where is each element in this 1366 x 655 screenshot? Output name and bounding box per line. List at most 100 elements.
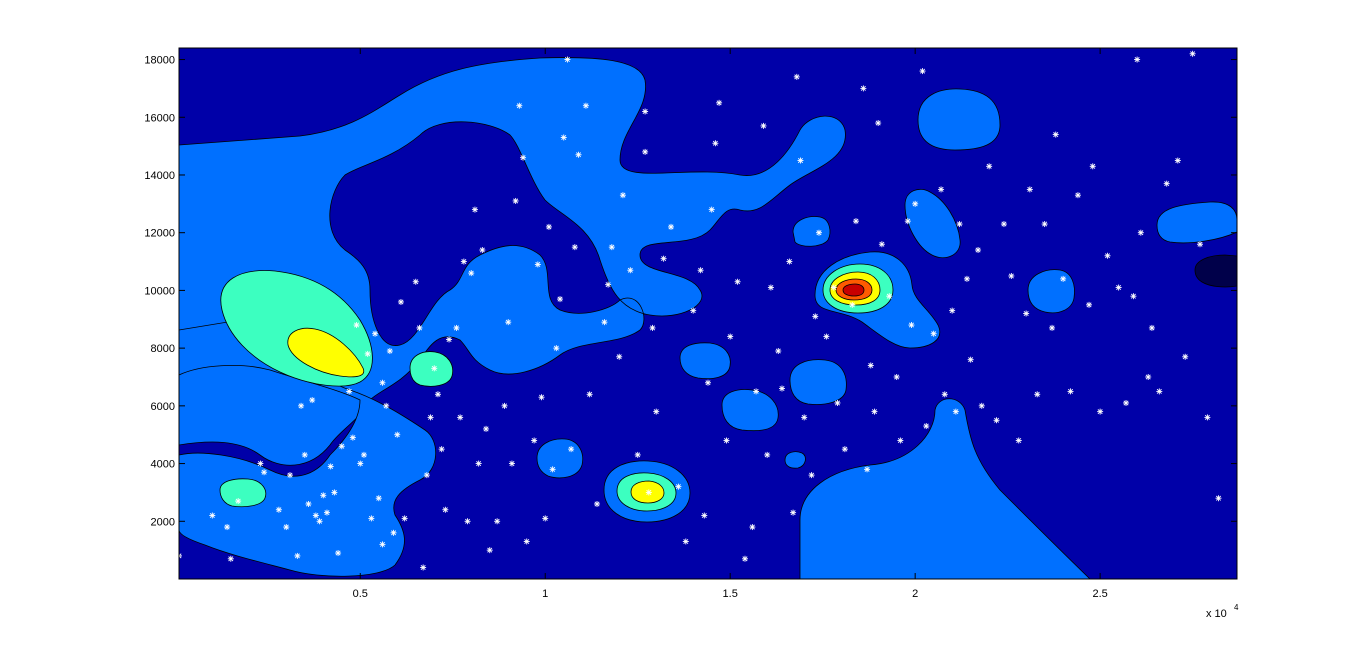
data-point-star — [357, 460, 364, 467]
data-point-star — [675, 483, 682, 490]
data-point-star — [812, 313, 819, 320]
x-tick-label: 2 — [912, 588, 918, 600]
data-point-star — [1197, 241, 1204, 248]
data-point-star — [575, 151, 582, 158]
contour-region-top-right-blob — [917, 88, 1001, 151]
plot-frame — [178, 47, 1238, 580]
data-point-star — [616, 353, 623, 360]
data-point-star — [778, 385, 785, 392]
data-point-star — [235, 498, 242, 505]
contour-region-cyan-small-a — [409, 351, 454, 387]
data-point-star — [764, 451, 771, 458]
data-point-star — [767, 284, 774, 291]
axis-ticks: 0.5 1 1.5 2 2.5 2000 4000 6000 8000 10000 12000 140… — [144, 48, 1237, 600]
x-multiplier-label: x 10 — [1206, 608, 1227, 620]
data-point-star — [642, 108, 649, 115]
data-point-star — [582, 102, 589, 109]
data-points — [179, 50, 1222, 571]
data-point-star — [797, 157, 804, 164]
data-point-star — [560, 134, 567, 141]
data-point-star — [512, 197, 519, 204]
data-point-star — [1189, 50, 1196, 57]
contour-region-blob-c — [679, 342, 731, 380]
data-point-star — [786, 258, 793, 265]
data-point-star — [878, 241, 885, 248]
y-tick-label: 2000 — [151, 516, 175, 528]
data-point-star — [568, 446, 575, 453]
data-point-star — [312, 512, 319, 519]
data-point-star — [653, 408, 660, 415]
data-point-star — [864, 466, 871, 473]
contour-region-blob-f — [784, 451, 806, 469]
data-point-star — [508, 460, 515, 467]
data-point-star — [453, 324, 460, 331]
data-point-star — [397, 298, 404, 305]
data-point-star — [841, 446, 848, 453]
data-point-star — [1041, 221, 1048, 228]
y-tick-label: 8000 — [151, 343, 175, 355]
data-point-star — [379, 379, 386, 386]
data-point-star — [1148, 324, 1155, 331]
data-point-star — [930, 330, 937, 337]
contour-region-mid-left-level1 — [179, 319, 437, 577]
contour-region-east-blob — [1027, 269, 1075, 314]
data-point-star — [471, 206, 478, 213]
x-tick-label: 1 — [542, 588, 548, 600]
data-point-star — [320, 492, 327, 499]
data-point-star — [849, 301, 856, 308]
data-point-star — [642, 148, 649, 155]
data-point-star — [494, 518, 501, 525]
data-point-star — [1023, 310, 1030, 317]
data-point-star — [875, 120, 882, 127]
data-point-star — [823, 333, 830, 340]
data-point-star — [1137, 229, 1144, 236]
data-point-star — [335, 550, 342, 557]
data-point-star — [1156, 388, 1163, 395]
data-point-star — [1015, 437, 1022, 444]
data-point-star — [1115, 284, 1122, 291]
y-tick-label: 6000 — [151, 401, 175, 413]
data-point-star — [375, 495, 382, 502]
data-point-star — [338, 443, 345, 450]
y-tick-label: 14000 — [144, 170, 175, 182]
data-point-star — [557, 296, 564, 303]
data-point-star — [697, 267, 704, 274]
data-point-star — [553, 345, 560, 352]
data-point-star — [1204, 414, 1211, 421]
data-point-star — [867, 362, 874, 369]
data-point-star — [1052, 131, 1059, 138]
data-point-star — [571, 244, 578, 251]
data-point-star — [923, 423, 930, 430]
data-point-star — [446, 336, 453, 343]
data-point-star — [904, 218, 911, 225]
data-point-star — [531, 437, 538, 444]
data-point-star — [275, 506, 282, 513]
data-point-star — [353, 322, 360, 329]
data-point-star — [346, 388, 353, 395]
data-point-star — [815, 229, 822, 236]
data-point-star — [412, 278, 419, 285]
data-point-star — [516, 102, 523, 109]
y-tick-label: 18000 — [144, 55, 175, 67]
data-point-star — [475, 460, 482, 467]
data-point-star — [298, 402, 305, 409]
data-point-star — [975, 247, 982, 254]
data-point-star — [368, 515, 375, 522]
data-point-star — [830, 284, 837, 291]
data-point-star — [619, 192, 626, 199]
data-point-star — [893, 373, 900, 380]
contour-region-yellow-large — [287, 327, 365, 378]
data-point-star — [775, 348, 782, 355]
data-point-star — [586, 391, 593, 398]
data-point-star — [912, 200, 919, 207]
data-point-star — [808, 472, 815, 479]
data-point-star — [852, 218, 859, 225]
data-point-star — [372, 330, 379, 337]
data-point-star — [457, 414, 464, 421]
data-point-star — [1123, 399, 1130, 406]
data-point-star — [209, 512, 216, 519]
data-point-star — [501, 402, 508, 409]
data-point-star — [801, 414, 808, 421]
contour-region-blob-b — [789, 359, 847, 405]
